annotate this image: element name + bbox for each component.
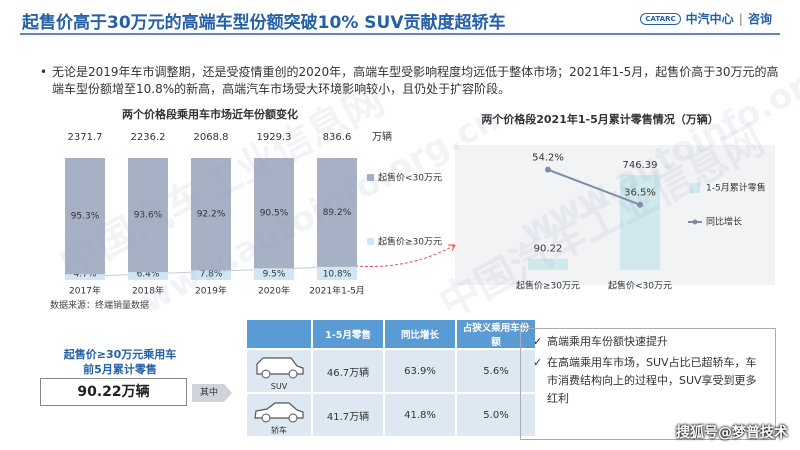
table-header: 1-5月零售 同比增长 占狭义乘用车份额 <box>247 320 535 348</box>
x-tick-label: 2017年 <box>69 285 101 297</box>
car-cell: 轿车 <box>247 394 311 436</box>
bar-segment <box>317 158 357 267</box>
value-label: 93.6% <box>134 211 163 221</box>
value-label: 10.8% <box>323 270 352 280</box>
wheel <box>261 369 271 378</box>
notes-box: 高端乘用车份额快速提升在高端乘用车市场，SUV占比已超轿车，车市消费结构向上的过… <box>520 328 776 440</box>
value-label: 4.7% <box>74 270 97 280</box>
bar-segment <box>65 274 105 280</box>
car-icon <box>254 401 304 422</box>
header-cell: 1-5月零售 <box>313 320 383 348</box>
bar-segment <box>128 158 168 273</box>
bar-segment <box>254 268 294 280</box>
legend-label: 同比增长 <box>706 216 742 228</box>
chart-title: 两个价格段乘用车市场近年份额变化 <box>122 107 298 121</box>
bar-segment <box>317 266 357 280</box>
wheel <box>288 413 298 422</box>
slide-title: 起售价高于30万元的高端车型份额突破10% SUV贡献度超轿车 <box>22 13 506 33</box>
legend-label: 起售价≥30万元 <box>378 236 442 248</box>
car-icon <box>256 356 304 378</box>
car-label: 轿车 <box>271 425 287 435</box>
total-label: 2236.2 <box>131 132 166 143</box>
table-cell: 63.9% <box>385 350 455 392</box>
total-unit: 万辆 <box>372 130 392 143</box>
table-row: SUV 46.7万辆 63.9% 5.6% <box>247 350 535 392</box>
table-row: 轿车 41.7万辆 41.8% 5.0% <box>247 394 535 436</box>
bar-segment <box>65 158 105 275</box>
value-label: 36.5% <box>624 188 656 199</box>
value-label: 54.2% <box>532 153 564 164</box>
value-label: 9.5% <box>263 270 286 280</box>
x-tick-label: 2018年 <box>132 285 164 297</box>
logo-sub: 咨询 <box>747 12 772 26</box>
line <box>547 168 641 206</box>
x-tick-label: 2019年 <box>195 285 227 297</box>
x-tick-label: 起售价<30万元 <box>608 280 672 292</box>
legend-swatch <box>367 174 374 181</box>
table-cell: 5.6% <box>457 350 535 392</box>
summary-line: 起售价≥30万元乘用车 <box>63 348 177 361</box>
table-cell: 5.0% <box>457 394 535 436</box>
total-label: 2371.7 <box>68 132 103 143</box>
header-cell: 占狭义乘用车份额 <box>457 320 535 348</box>
bar <box>528 258 568 270</box>
car-label: SUV <box>270 381 288 391</box>
legend-label: 1-5月累计零售 <box>706 182 766 194</box>
logo-badge: CATARC <box>640 12 681 25</box>
value-label: 6.4% <box>137 270 160 280</box>
line-point <box>637 201 643 208</box>
value-label: 7.8% <box>200 270 223 280</box>
logo-text: 中汽中心 <box>685 12 734 26</box>
bar-segment <box>128 272 168 280</box>
car-cell: SUV <box>247 350 311 392</box>
total-label: 1929.3 <box>257 132 292 143</box>
table-cell: 41.7万辆 <box>313 394 383 436</box>
value-label: 746.39 <box>623 160 658 171</box>
summary-value: 90.22万辆 <box>40 378 187 406</box>
summary-line: 前5月累计零售 <box>83 363 157 376</box>
bar-segment <box>254 158 294 269</box>
value-label: 89.2% <box>323 208 352 218</box>
bar-segment <box>191 270 231 280</box>
header-cell: 同比增长 <box>385 320 455 348</box>
logo-divider: | <box>738 11 743 26</box>
legend-swatch <box>367 238 374 245</box>
line-point <box>545 166 551 173</box>
total-label: 836.6 <box>323 132 352 143</box>
link-arrow-head <box>448 244 456 252</box>
note: 高端乘用车份额快速提升 <box>533 333 763 351</box>
total-label: 2068.8 <box>194 132 229 143</box>
note: 在高端乘用车市场，SUV占比已超轿车，车市消费结构向上的过程中，SUV享受到更多… <box>533 354 763 408</box>
wheel <box>288 369 298 378</box>
table-cell: 46.7万辆 <box>313 350 383 392</box>
bar <box>620 175 660 270</box>
table-cell: 41.8% <box>385 394 455 436</box>
value-label: 90.5% <box>260 209 289 219</box>
logo: CATARC 中汽中心 | 咨询 <box>640 10 772 27</box>
legend-swatch <box>690 183 700 193</box>
connector: 其中 <box>192 384 232 402</box>
wheel <box>261 413 271 422</box>
value-label: 92.2% <box>197 210 226 220</box>
bar-segment <box>191 158 231 271</box>
legend-label: 起售价<30万元 <box>378 172 442 184</box>
chart-panel <box>455 145 775 285</box>
header-cell <box>247 320 311 348</box>
legend-dot <box>692 219 698 225</box>
x-tick-label: 起售价≥30万元 <box>516 280 580 292</box>
credit: 搜狐号@梦普技术 <box>676 425 788 441</box>
link-arrow <box>354 244 456 267</box>
x-tick-label: 2021年1-5月 <box>309 285 365 297</box>
chart-title: 两个价格段2021年1-5月累计零售情况（万辆） <box>481 112 719 126</box>
value-label: 90.22 <box>534 244 563 255</box>
summary-label: 起售价≥30万元乘用车 前5月累计零售 <box>40 347 200 377</box>
bullet-text: 无论是2019年车市调整期，还是受疫情重创的2020年，高端车型受影响程度均远低… <box>40 64 782 98</box>
value-label: 95.3% <box>71 212 100 222</box>
x-tick-label: 2020年 <box>258 285 290 297</box>
table: 1-5月零售 同比增长 占狭义乘用车份额 SUV 46.7万辆 63.9% 5.6% 轿车 4… <box>245 318 537 438</box>
source-note: 数据来源：终端销量数据 <box>50 301 150 311</box>
